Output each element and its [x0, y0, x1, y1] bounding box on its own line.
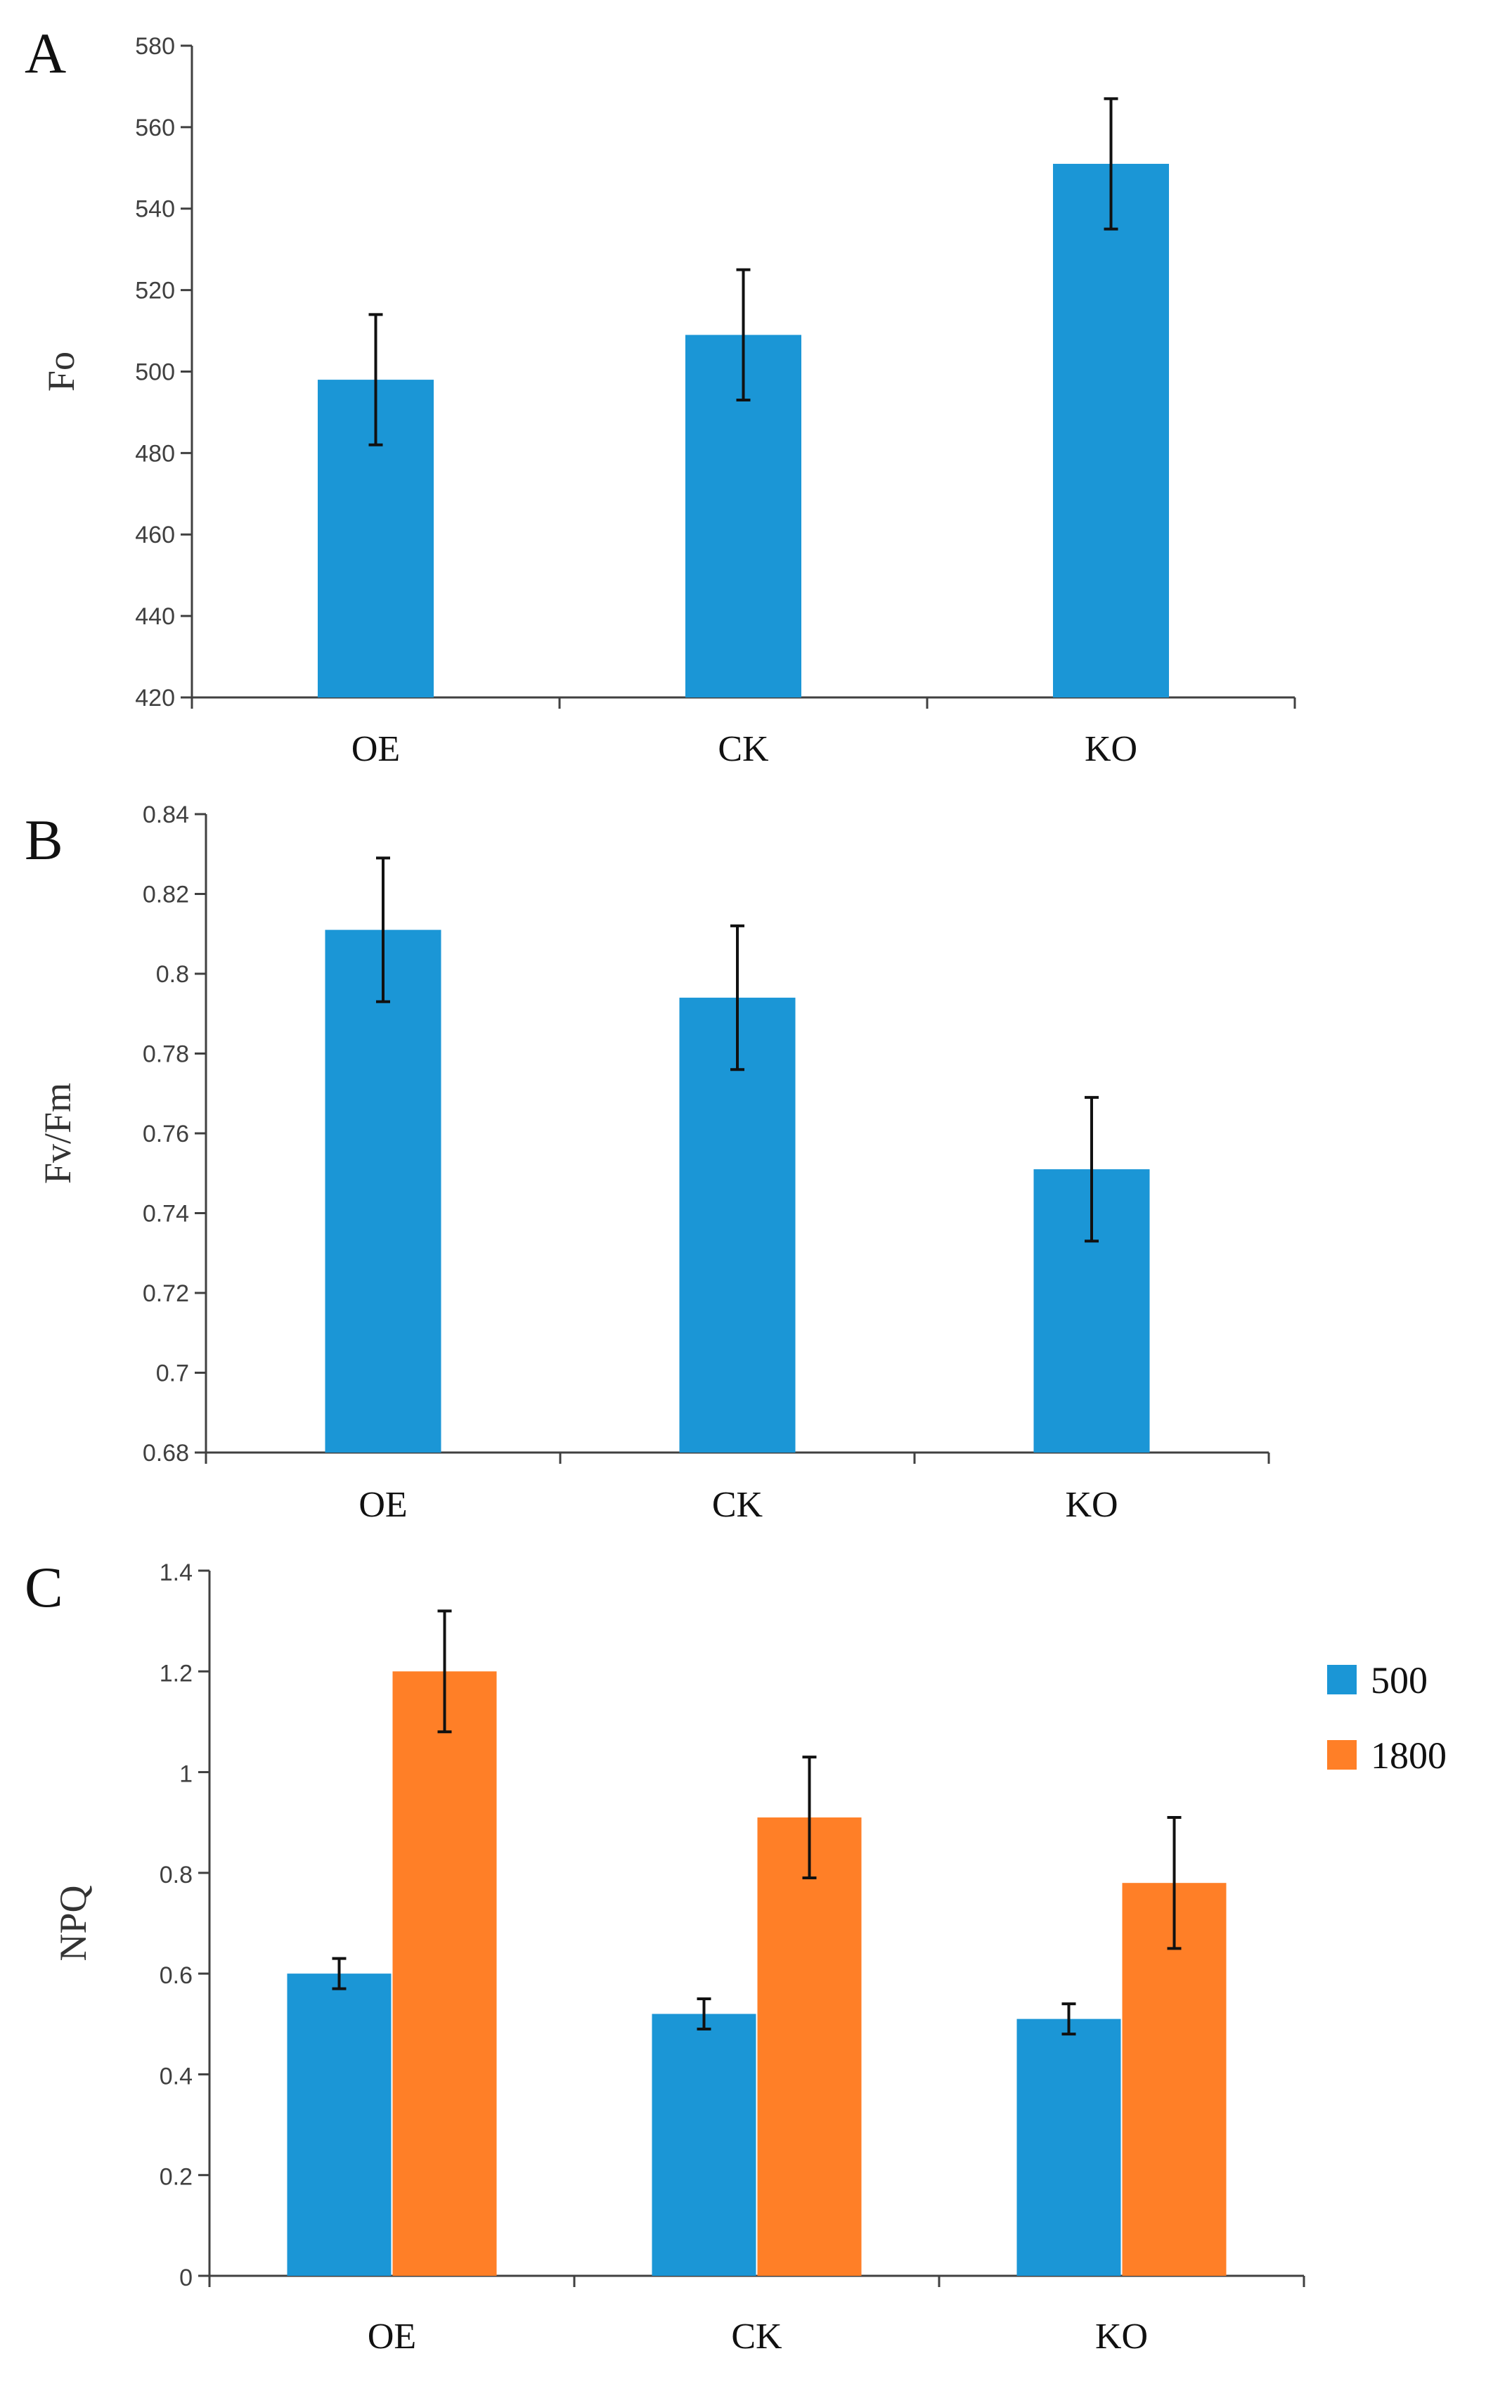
y-tick-label: 460 — [135, 522, 175, 548]
y-tick-label: 0.74 — [143, 1200, 189, 1227]
bar-ko — [1053, 164, 1169, 698]
y-tick-label: 0.84 — [143, 801, 189, 828]
bar-oe-500 — [287, 1974, 392, 2276]
y-tick-label: 420 — [135, 685, 175, 712]
x-category-label: OE — [351, 729, 400, 769]
bar-ck-1800 — [757, 1817, 862, 2276]
y-tick-label: 1.4 — [160, 1559, 193, 1586]
chart-panel-b: B Fv/Fm 0.68 0.7 0.72 0.74 0.76 0.78 0.8 0.82 0.84… — [25, 801, 1270, 1525]
y-tick-label: 440 — [135, 603, 175, 630]
x-category-label: OE — [358, 1485, 407, 1525]
bar-ck — [679, 998, 796, 1453]
y-tick-label: 0.6 — [160, 1962, 193, 1989]
y-tick-label: 0.82 — [143, 881, 189, 908]
bar-ck-500 — [652, 2014, 756, 2276]
y-tick-label: 0.7 — [156, 1360, 189, 1386]
y-tick-label: 540 — [135, 196, 175, 223]
y-tick-label: 0.8 — [160, 1862, 193, 1888]
y-tick-label: 0.8 — [156, 961, 189, 988]
x-category-label: CK — [731, 2317, 782, 2357]
legend-label-500: 500 — [1371, 1659, 1428, 1701]
x-category-label: CK — [712, 1485, 763, 1525]
y-tick-label: 1 — [179, 1761, 193, 1788]
chart-panel-a: A Fo 420 440 460 480 500 520 540 560 580 OE CK KO — [25, 21, 1296, 769]
chart-panel-c: C NPQ 0 0.2 0.4 0.6 0.8 1 1.2 1.4 OE CK KO 500 1800 — [25, 1555, 1447, 2357]
y-axis-title: Fv/Fm — [37, 1083, 79, 1184]
panel-letter: C — [25, 1555, 63, 1619]
panel-letter: B — [25, 808, 63, 872]
y-tick-label: 0.76 — [143, 1121, 189, 1147]
y-tick-label: 1.2 — [160, 1660, 193, 1687]
y-tick-label: 0.78 — [143, 1041, 189, 1067]
y-tick-label: 500 — [135, 359, 175, 385]
bar-oe-1800 — [392, 1671, 497, 2276]
bar-ko-500 — [1016, 2019, 1121, 2276]
x-category-label: OE — [368, 2317, 416, 2357]
y-tick-label: 0.68 — [143, 1440, 189, 1467]
y-tick-label: 560 — [135, 115, 175, 141]
y-tick-label: 580 — [135, 33, 175, 60]
legend-swatch-1800 — [1327, 1740, 1357, 1770]
y-axis-title: NPQ — [52, 1885, 94, 1961]
y-axis-title: Fo — [40, 352, 82, 392]
y-tick-label: 0 — [179, 2265, 193, 2291]
y-tick-label: 0.2 — [160, 2164, 193, 2191]
y-tick-label: 480 — [135, 440, 175, 467]
x-category-label: KO — [1095, 2317, 1148, 2357]
legend: 500 1800 — [1327, 1659, 1447, 1777]
x-category-label: KO — [1085, 729, 1137, 769]
y-tick-label: 0.72 — [143, 1280, 189, 1307]
bar-oe — [325, 929, 441, 1453]
legend-swatch-500 — [1327, 1665, 1357, 1694]
x-category-label: KO — [1065, 1485, 1118, 1525]
panel-letter: A — [25, 21, 66, 85]
legend-label-1800: 1800 — [1371, 1734, 1447, 1777]
y-tick-label: 0.4 — [160, 2063, 193, 2090]
x-category-label: CK — [718, 729, 769, 769]
y-tick-label: 520 — [135, 278, 175, 304]
